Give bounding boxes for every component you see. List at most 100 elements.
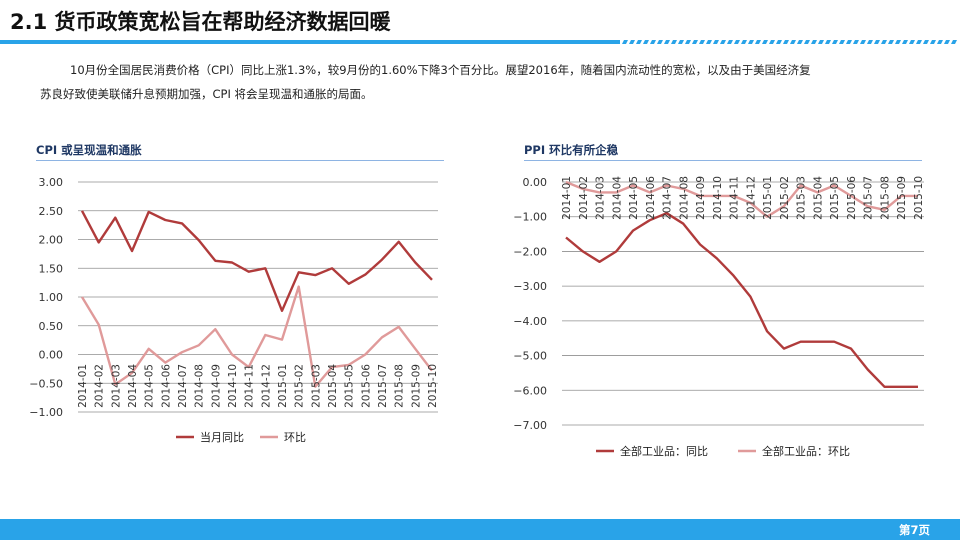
x-tick-label: 2015-01 [762,176,774,220]
title-stripe [720,40,726,44]
title-stripe [923,40,929,44]
x-tick-label: 2015-09 [896,176,908,220]
y-tick-label: −1.00 [29,406,63,419]
title-stripe [657,40,663,44]
x-tick-label: 2014-03 [110,364,122,408]
title-stripe [636,40,642,44]
series-line-1 [80,285,433,388]
x-tick-label: 2015-06 [360,364,372,408]
y-tick-label: 0.50 [39,320,64,333]
title-stripe [748,40,754,44]
y-tick-label: −5.00 [513,350,547,363]
x-tick-label: 2014-02 [94,364,106,408]
x-tick-label: 2014-11 [244,364,256,408]
x-tick-label: 2015-03 [796,176,808,220]
y-tick-label: 1.50 [39,262,64,275]
slide-title: 2.1 货币政策宽松旨在帮助经济数据回暖 [10,10,391,34]
title-stripe [797,40,803,44]
x-tick-label: 2015-10 [427,364,439,408]
title-stripe [776,40,782,44]
summary-paragraph: 10月份全国居民消费价格（CPI）同比上涨1.3%，较9月份的1.60%下降3个… [40,58,940,106]
title-stripe [713,40,719,44]
x-tick-label: 2014-09 [210,364,222,408]
x-tick-label: 2014-10 [227,364,239,408]
legend-label: 环比 [284,431,306,444]
y-tick-label: 1.00 [39,291,64,304]
title-stripe [783,40,789,44]
chart-1: 0.00 −1.00 −2.00 −3.00 −4.00 −5.00 −6.00 −7.00 2… [513,176,925,458]
x-tick-label: 2014-11 [729,176,741,220]
page-number: 第7页 [898,523,930,537]
title-stripe [881,40,887,44]
x-tick-label: 2014-07 [662,176,674,220]
title-stripe [727,40,733,44]
title-stripe [769,40,775,44]
title-stripe [762,40,768,44]
x-tick-label: 2015-07 [863,176,875,220]
y-tick-label: 3.00 [39,176,64,189]
x-tick-label: 2015-08 [879,176,891,220]
x-tick-label: 2015-04 [327,364,339,408]
chart-0: 3.00 2.50 2.00 1.50 1.00 0.50 0.00 −0.50 −1.00 20… [29,176,439,444]
x-tick-label: 2014-12 [745,176,757,220]
title-stripe [944,40,950,44]
title-stripe [664,40,670,44]
y-tick-label: 2.50 [39,205,64,218]
x-tick-label: 2015-03 [310,364,322,408]
y-tick-label: −6.00 [513,384,547,397]
title-stripe [622,40,628,44]
title-stripe [888,40,894,44]
title-stripe [804,40,810,44]
y-tick-label: −7.00 [513,419,547,432]
x-tick-label: 2015-08 [394,364,406,408]
legend-label: 全部工业品：环比 [762,444,850,458]
title-stripe [671,40,677,44]
title-stripe [692,40,698,44]
x-tick-label: 2014-01 [561,176,573,220]
x-tick-label: 2015-01 [277,364,289,408]
charts-canvas: 3.00 2.50 2.00 1.50 1.00 0.50 0.00 −0.50 −1.00 20… [29,176,925,458]
y-tick-label: −3.00 [513,280,547,293]
legend-label: 全部工业品：同比 [620,444,708,458]
y-tick-label: −0.50 [29,377,63,390]
title-stripe [825,40,831,44]
title-stripe [734,40,740,44]
title-stripe [902,40,908,44]
x-tick-label: 2014-01 [77,364,89,408]
x-tick-label: 2014-02 [578,176,590,220]
x-tick-label: 2014-08 [678,176,690,220]
title-stripe [930,40,936,44]
x-tick-label: 2015-06 [846,176,858,220]
x-tick-label: 2015-02 [294,364,306,408]
y-tick-label: −1.00 [513,211,547,224]
title-stripe [937,40,943,44]
title-stripe [741,40,747,44]
title-stripe [895,40,901,44]
title-stripe [755,40,761,44]
title-stripe [790,40,796,44]
x-tick-label: 2014-04 [127,364,139,408]
x-tick-label: 2015-05 [829,176,841,220]
title-stripe [909,40,915,44]
title-stripe [629,40,635,44]
footer-bar: 第7页 [0,519,960,540]
y-tick-label: −4.00 [513,315,547,328]
title-stripe [678,40,684,44]
x-tick-label: 2014-09 [695,176,707,220]
x-tick-label: 2014-06 [645,176,657,220]
x-tick-label: 2014-06 [160,364,172,408]
x-tick-label: 2015-05 [344,364,356,408]
series-line-1 [565,180,918,218]
title-stripe [818,40,824,44]
series-line-0 [565,211,918,388]
title-stripe [706,40,712,44]
title-underline [0,40,957,44]
title-stripe [839,40,845,44]
title-stripe [685,40,691,44]
y-tick-label: −2.00 [513,245,547,258]
ppi-chart-title-rule [524,160,922,161]
x-tick-label: 2015-07 [377,364,389,408]
x-tick-label: 2014-05 [144,364,156,408]
cpi-chart-title-rule [36,160,444,161]
title-stripe [832,40,838,44]
